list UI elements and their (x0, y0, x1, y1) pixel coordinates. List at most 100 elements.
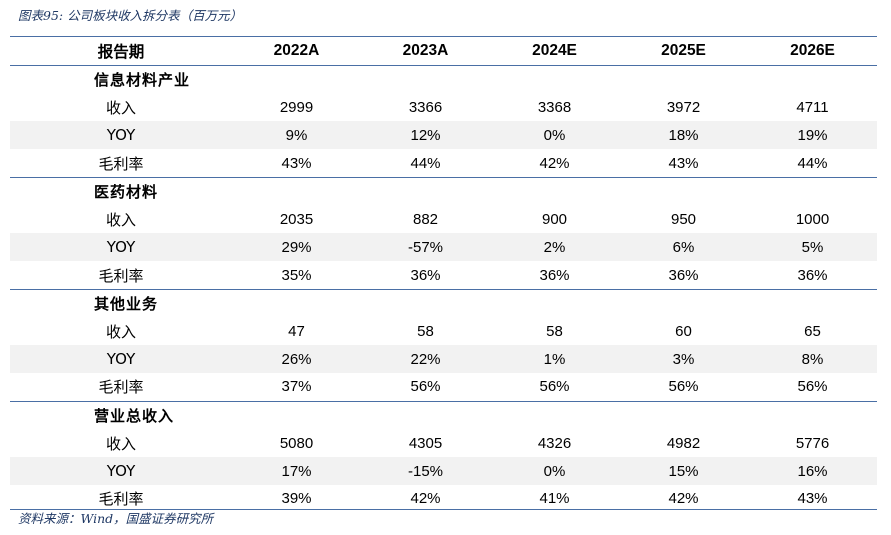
top-rule (10, 36, 877, 37)
table-row: 收入 5080 4305 4326 4982 5776 (10, 430, 877, 458)
value-cell: 47 (288, 322, 305, 340)
value-cell: 44% (797, 154, 828, 172)
value-cell: 56% (410, 378, 441, 396)
header-year: 2022A (232, 37, 361, 66)
value-cell: 16% (748, 457, 877, 486)
value-cell: 1% (490, 345, 619, 374)
value-cell: -15% (361, 457, 490, 486)
section-empty-cell (361, 66, 490, 94)
table-row: YOY 29% -57% 2% 6% 5% (10, 233, 877, 262)
value-cell: 43% (668, 154, 699, 172)
row-label: 收入 (105, 211, 136, 230)
section-empty-cell (748, 400, 877, 430)
figure-caption: 图表95: 公司板块收入拆分表（百万元） (18, 8, 243, 23)
section-empty-cell (619, 288, 748, 318)
value-cell: 22% (361, 345, 490, 374)
value-cell: 0% (490, 121, 619, 150)
section-empty-cell (361, 288, 490, 318)
header-year: 2024E (490, 37, 619, 66)
value-cell: 36% (410, 266, 441, 284)
header-year: 2026E (748, 37, 877, 66)
value-cell: 44% (410, 154, 441, 172)
value-cell: 42% (539, 154, 570, 172)
value-cell: 2% (490, 233, 619, 262)
value-cell: 19% (748, 121, 877, 150)
value-cell: 17% (232, 457, 361, 486)
section-title: 其他业务 (10, 288, 232, 318)
value-cell: 5080 (279, 434, 314, 452)
section-empty-cell (490, 400, 619, 430)
section-empty-cell (232, 66, 361, 94)
value-cell: 56% (668, 378, 699, 396)
value-cell: 900 (541, 211, 568, 229)
table-row: 毛利率 35% 36% 36% 36% 36% (10, 261, 877, 289)
value-cell: 58 (417, 322, 434, 340)
value-cell: 5% (748, 233, 877, 262)
section-empty-cell (619, 66, 748, 94)
section-row: 营业总收入 (10, 400, 877, 430)
section-title: 医药材料 (10, 176, 232, 206)
value-cell: -57% (361, 233, 490, 262)
section-empty-cell (232, 288, 361, 318)
value-cell: 2035 (279, 211, 314, 229)
value-cell: 36% (668, 266, 699, 284)
value-cell: 3% (619, 345, 748, 374)
value-cell: 36% (797, 266, 828, 284)
value-cell: 5776 (795, 434, 830, 452)
value-cell: 65 (804, 322, 821, 340)
value-cell: 2999 (279, 99, 314, 117)
row-label: YOY (10, 121, 232, 150)
table-row: 毛利率 43% 44% 42% 43% 44% (10, 149, 877, 177)
value-cell: 1000 (795, 211, 830, 229)
value-cell: 42% (668, 490, 699, 508)
value-cell: 56% (539, 378, 570, 396)
value-cell: 43% (797, 490, 828, 508)
row-label: 毛利率 (98, 266, 144, 285)
section-empty-cell (490, 176, 619, 206)
segment-revenue-table: 报告期 2022A 2023A 2024E 2025E 2026E 信息材料产业… (10, 37, 877, 513)
row-label: 收入 (105, 99, 136, 118)
value-cell: 60 (675, 322, 692, 340)
value-cell: 18% (619, 121, 748, 150)
row-label: 毛利率 (98, 154, 144, 173)
value-cell: 6% (619, 233, 748, 262)
value-cell: 4305 (408, 434, 443, 452)
row-label: YOY (10, 457, 232, 486)
value-cell: 0% (490, 457, 619, 486)
value-cell: 37% (281, 378, 312, 396)
section-empty-cell (748, 288, 877, 318)
section-row: 医药材料 (10, 176, 877, 206)
value-cell: 15% (619, 457, 748, 486)
section-row: 信息材料产业 (10, 66, 877, 94)
bottom-rule (10, 509, 877, 510)
row-label: 收入 (105, 322, 136, 341)
section-empty-cell (361, 176, 490, 206)
section-empty-cell (232, 400, 361, 430)
value-cell: 3366 (408, 99, 443, 117)
header-year: 2025E (619, 37, 748, 66)
value-cell: 3368 (537, 99, 572, 117)
row-label: YOY (10, 233, 232, 262)
table-row: 毛利率 37% 56% 56% 56% 56% (10, 373, 877, 401)
table-row: 收入 2035 882 900 950 1000 (10, 206, 877, 234)
header-year: 2023A (361, 37, 490, 66)
table-row: 收入 47 58 58 60 65 (10, 318, 877, 346)
value-cell: 42% (410, 490, 441, 508)
header-row: 报告期 2022A 2023A 2024E 2025E 2026E (10, 37, 877, 66)
section-row: 其他业务 (10, 288, 877, 318)
row-label: 毛利率 (98, 378, 144, 397)
section-empty-cell (619, 400, 748, 430)
value-cell: 8% (748, 345, 877, 374)
value-cell: 26% (232, 345, 361, 374)
value-cell: 56% (797, 378, 828, 396)
table-row: 收入 2999 3366 3368 3972 4711 (10, 94, 877, 122)
value-cell: 12% (361, 121, 490, 150)
value-cell: 36% (539, 266, 570, 284)
table-row: YOY 17% -15% 0% 15% 16% (10, 457, 877, 486)
header-period-label: 报告期 (10, 37, 232, 66)
section-empty-cell (748, 176, 877, 206)
value-cell: 35% (281, 266, 312, 284)
section-empty-cell (748, 66, 877, 94)
section-empty-cell (619, 176, 748, 206)
source-note: 资料来源：Wind，国盛证券研究所 (18, 511, 214, 526)
